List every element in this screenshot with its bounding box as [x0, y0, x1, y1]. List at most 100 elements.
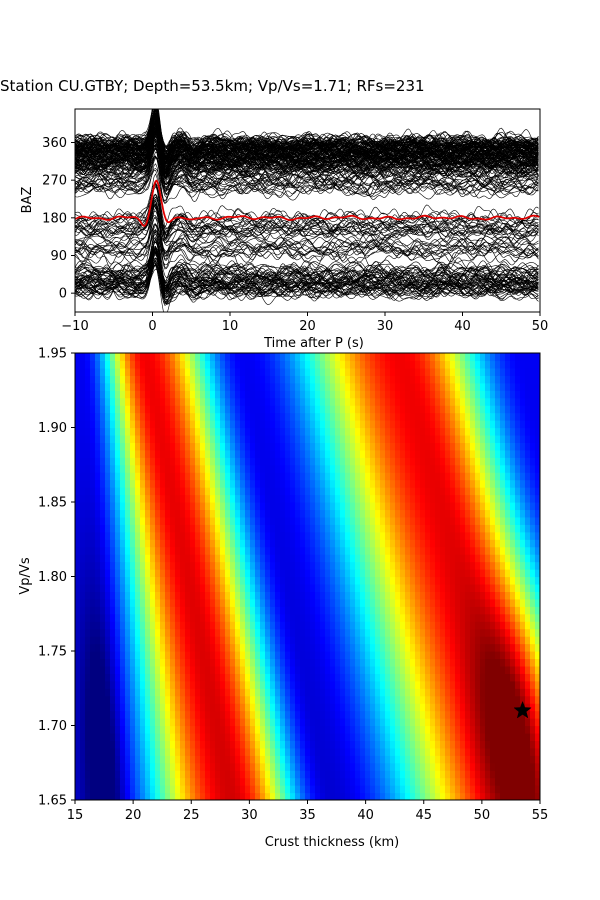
rf-x-tick-label: 30 — [377, 319, 394, 334]
hk-cell — [285, 427, 291, 436]
hk-cell — [250, 643, 256, 652]
hk-cell — [200, 457, 206, 466]
hk-cell — [480, 494, 486, 503]
hk-cell — [250, 546, 256, 555]
hk-cell — [275, 747, 281, 756]
hk-cell — [375, 710, 381, 719]
hk-cell — [310, 628, 316, 637]
hk-cell — [315, 546, 321, 555]
hk-cell — [380, 420, 386, 429]
hk-cell — [260, 718, 266, 727]
hk-cell — [295, 502, 301, 511]
hk-cell — [355, 613, 361, 622]
hk-cell — [535, 606, 540, 615]
hk-cell — [375, 561, 381, 570]
hk-cell — [380, 658, 386, 667]
hk-cell — [505, 457, 511, 466]
hk-cell — [460, 621, 466, 630]
hk-cell — [100, 792, 106, 800]
hk-cell — [125, 420, 131, 429]
hk-cell — [145, 472, 151, 481]
hk-cell — [250, 710, 256, 719]
hk-cell — [225, 703, 231, 712]
hk-cell — [380, 725, 386, 734]
hk-cell — [405, 449, 411, 458]
hk-cell — [200, 628, 206, 637]
hk-cell — [390, 636, 396, 645]
hk-cell — [350, 427, 356, 436]
hk-cell — [230, 658, 236, 667]
hk-cell — [345, 583, 351, 592]
hk-cell — [520, 554, 526, 563]
hk-cell — [95, 770, 101, 779]
hk-cell — [520, 524, 526, 533]
hk-cell — [155, 718, 161, 727]
hk-cell — [390, 598, 396, 607]
hk-cell — [90, 770, 96, 779]
hk-cell — [495, 718, 501, 727]
hk-cell — [480, 740, 486, 749]
hk-cell — [110, 613, 116, 622]
hk-cell — [345, 710, 351, 719]
hk-cell — [125, 576, 131, 585]
hk-cell — [365, 531, 371, 540]
hk-cell — [105, 762, 111, 771]
hk-cell — [410, 524, 416, 533]
hk-cell — [385, 420, 391, 429]
hk-cell — [300, 725, 306, 734]
hk-cell — [130, 591, 136, 600]
hk-cell — [175, 524, 181, 533]
hk-cell — [210, 464, 216, 473]
hk-cell — [75, 479, 81, 488]
hk-cell — [275, 598, 281, 607]
hk-cell — [145, 494, 151, 503]
hk-cell — [250, 472, 256, 481]
rf-trace — [75, 109, 539, 169]
hk-cell — [445, 487, 451, 496]
hk-cell — [515, 464, 521, 473]
hk-cell — [355, 420, 361, 429]
hk-cell — [495, 732, 501, 741]
hk-cell — [395, 777, 401, 786]
hk-cell — [175, 710, 181, 719]
hk-cell — [220, 688, 226, 697]
hk-cell — [415, 658, 421, 667]
hk-cell — [135, 718, 141, 727]
hk-cell — [410, 561, 416, 570]
hk-cell — [435, 509, 441, 518]
hk-cell — [165, 665, 171, 674]
hk-cell — [280, 516, 286, 525]
hk-cell — [370, 703, 376, 712]
hk-cell — [190, 665, 196, 674]
hk-cell — [530, 725, 536, 734]
hk-cell — [255, 747, 261, 756]
hk-cell — [110, 777, 116, 786]
hk-cell — [150, 494, 156, 503]
hk-cell — [250, 718, 256, 727]
hk-cell — [185, 770, 191, 779]
hk-cell — [135, 509, 141, 518]
hk-cell — [115, 762, 121, 771]
hk-cell — [195, 457, 201, 466]
hk-cell — [295, 539, 301, 548]
hk-cell — [320, 688, 326, 697]
hk-cell — [510, 479, 516, 488]
hk-cell — [440, 524, 446, 533]
hk-cell — [410, 420, 416, 429]
hk-cell — [510, 665, 516, 674]
hk-cell — [190, 747, 196, 756]
hk-cell — [470, 710, 476, 719]
hk-cell — [415, 673, 421, 682]
hk-cell — [315, 688, 321, 697]
hk-cell — [205, 613, 211, 622]
hk-cell — [150, 710, 156, 719]
hk-cell — [85, 576, 91, 585]
hk-cell — [310, 718, 316, 727]
hk-cell — [280, 576, 286, 585]
hk-cell — [525, 755, 531, 764]
hk-cell — [280, 740, 286, 749]
hk-cell — [440, 747, 446, 756]
hk-cell — [385, 531, 391, 540]
hk-cell — [220, 427, 226, 436]
hk-cell — [400, 487, 406, 496]
